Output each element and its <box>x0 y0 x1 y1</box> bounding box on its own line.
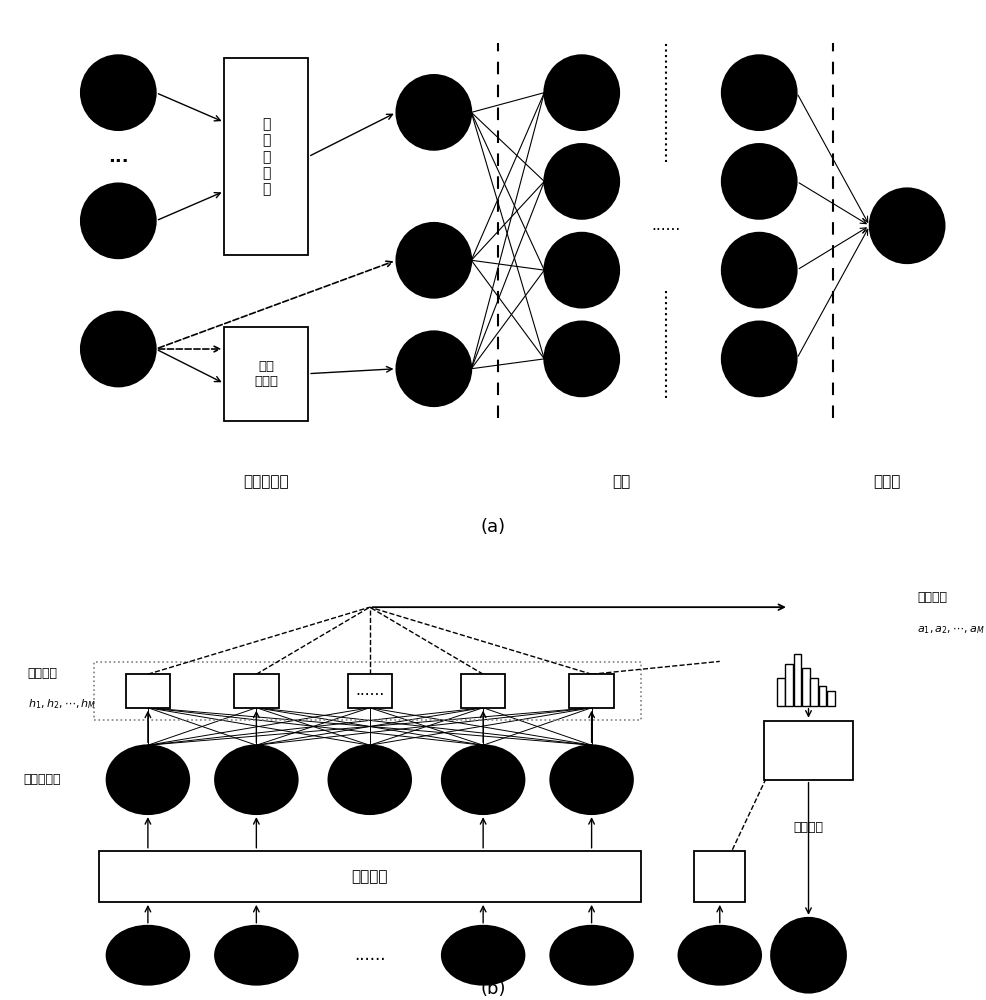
Bar <box>569 674 613 708</box>
Bar <box>99 851 641 902</box>
Circle shape <box>722 233 797 308</box>
Circle shape <box>722 321 797 396</box>
Text: 隐层: 隐层 <box>612 475 630 490</box>
Bar <box>794 654 802 706</box>
Circle shape <box>544 55 619 130</box>
Bar <box>803 668 810 706</box>
Text: ...: ... <box>108 148 128 166</box>
Bar <box>235 674 279 708</box>
Text: 隐层变量: 隐层变量 <box>28 667 57 680</box>
Text: $S_k$: $S_k$ <box>425 252 443 268</box>
Circle shape <box>544 144 619 219</box>
Text: $H_k$: $H_k$ <box>425 104 443 121</box>
Circle shape <box>81 55 156 130</box>
Circle shape <box>722 144 797 219</box>
Text: $s_k$: $s_k$ <box>713 949 727 962</box>
Text: ......: ...... <box>355 683 385 698</box>
Text: $S_{k\text{-}M}$: $S_{k\text{-}M}$ <box>106 85 131 100</box>
Bar <box>764 721 853 780</box>
Text: (b): (b) <box>480 980 506 998</box>
Text: $s_{k\text{-}1}$: $s_{k\text{-}1}$ <box>583 949 600 961</box>
Text: ......: ...... <box>354 946 386 964</box>
Bar <box>810 678 818 706</box>
Bar <box>125 674 170 708</box>
Text: ......: ...... <box>355 772 385 787</box>
Text: 状态
输入层: 状态 输入层 <box>254 360 278 388</box>
Bar <box>461 674 506 708</box>
Circle shape <box>544 233 619 308</box>
Text: 历
史
子
模
型: 历 史 子 模 型 <box>262 117 270 196</box>
Bar <box>225 58 308 255</box>
Text: 输出层: 输出层 <box>874 475 901 490</box>
Bar <box>827 691 835 706</box>
Ellipse shape <box>328 745 411 814</box>
Text: $I_k$: $I_k$ <box>428 361 440 377</box>
Bar <box>818 686 826 706</box>
Ellipse shape <box>550 745 633 814</box>
Text: $H_k$: $H_k$ <box>800 947 817 963</box>
Text: 加权系数: 加权系数 <box>917 591 947 604</box>
Text: $s_{k\text{-}M+1}$: $s_{k\text{-}M+1}$ <box>241 949 272 961</box>
Circle shape <box>544 321 619 396</box>
Bar <box>785 664 793 706</box>
Bar <box>347 674 391 708</box>
Text: 自注意力层: 自注意力层 <box>24 773 61 786</box>
Circle shape <box>81 183 156 258</box>
Circle shape <box>396 331 471 406</box>
Ellipse shape <box>215 926 298 985</box>
Circle shape <box>722 55 797 130</box>
Text: (a): (a) <box>480 518 506 536</box>
Text: ......: ...... <box>651 218 680 233</box>
Text: 输入处理层: 输入处理层 <box>244 475 289 490</box>
Ellipse shape <box>550 926 633 985</box>
Ellipse shape <box>678 926 761 985</box>
Circle shape <box>396 75 471 150</box>
Text: $s_{k\text{-}M}$: $s_{k\text{-}M}$ <box>138 949 158 961</box>
Text: 历史信息: 历史信息 <box>794 821 823 834</box>
Ellipse shape <box>106 926 189 985</box>
Circle shape <box>771 918 846 993</box>
Text: $a_k$: $a_k$ <box>899 219 915 233</box>
Circle shape <box>396 223 471 298</box>
Circle shape <box>81 312 156 386</box>
Ellipse shape <box>215 745 298 814</box>
Text: $a_1,a_2,\cdots,a_M$: $a_1,a_2,\cdots,a_M$ <box>917 624 985 636</box>
Text: $S_k$: $S_k$ <box>109 341 127 357</box>
Bar <box>777 678 785 706</box>
Bar <box>694 851 745 902</box>
Text: $h_1,h_2,\cdots,h_M$: $h_1,h_2,\cdots,h_M$ <box>28 697 96 711</box>
Circle shape <box>870 188 945 263</box>
Ellipse shape <box>442 745 525 814</box>
Bar <box>225 327 308 421</box>
Text: 中间隐层: 中间隐层 <box>351 869 388 884</box>
Ellipse shape <box>442 926 525 985</box>
Text: $s_{k\text{-}2}$: $s_{k\text{-}2}$ <box>474 949 492 961</box>
Text: $S_{k\text{-}1}$: $S_{k\text{-}1}$ <box>106 213 130 228</box>
Ellipse shape <box>106 745 189 814</box>
